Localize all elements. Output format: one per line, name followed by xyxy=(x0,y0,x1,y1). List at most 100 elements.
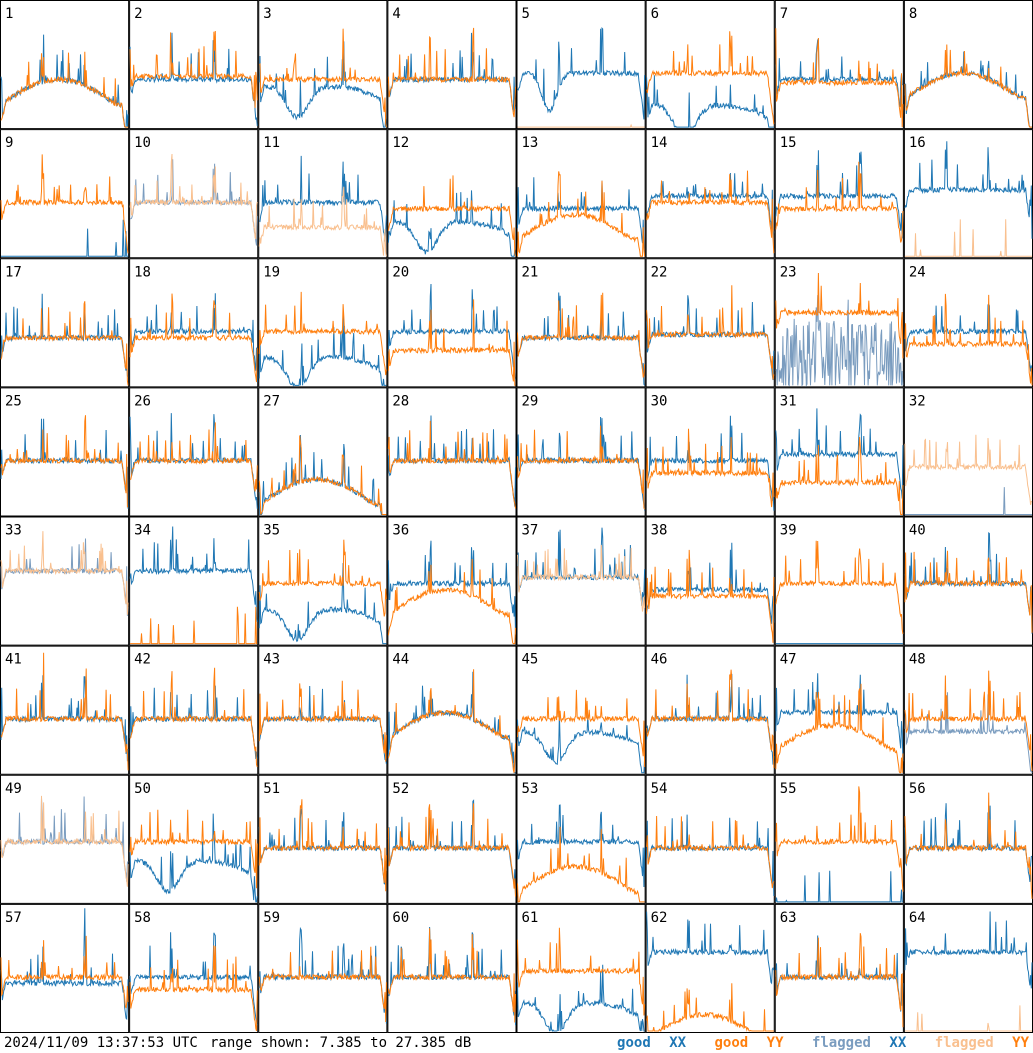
panel-1: 1 xyxy=(0,0,130,130)
panel-label: 11 xyxy=(263,135,280,151)
series-xx-64 xyxy=(904,911,1033,989)
series-xx-23 xyxy=(775,295,904,387)
series-yy-50 xyxy=(129,809,258,889)
panel-frame xyxy=(516,516,646,646)
panel-label: 47 xyxy=(780,652,797,668)
series-xx-35 xyxy=(258,562,387,645)
panel-label: 49 xyxy=(5,781,22,797)
series-yy-2 xyxy=(129,30,258,108)
panel-23: 23 xyxy=(774,258,904,388)
legend-good-xx: good XX xyxy=(607,1035,686,1051)
panel-43: 43 xyxy=(258,645,388,775)
series-yy-37 xyxy=(517,544,646,612)
series-yy-57 xyxy=(0,935,129,1009)
series-xx-41 xyxy=(0,675,129,762)
series-xx-55 xyxy=(775,870,903,903)
panel-60: 60 xyxy=(387,903,517,1033)
series-yy-44 xyxy=(387,669,516,773)
series-xx-3 xyxy=(258,41,387,128)
panel-19: 19 xyxy=(258,258,388,388)
panel-label: 45 xyxy=(522,652,539,668)
panel-13: 13 xyxy=(516,129,646,259)
series-yy-14 xyxy=(646,170,775,254)
panel-frame xyxy=(645,774,775,904)
panel-34: 34 xyxy=(129,516,259,646)
series-yy-56 xyxy=(904,792,1033,899)
panel-59: 59 xyxy=(258,903,388,1033)
panel-label: 1 xyxy=(5,6,13,22)
series-yy-9 xyxy=(0,154,129,254)
panel-frame xyxy=(0,645,130,775)
panel-frame xyxy=(258,387,388,517)
series-yy-10 xyxy=(129,153,258,240)
series-yy-42 xyxy=(129,667,258,768)
series-yy-6 xyxy=(646,31,775,125)
series-yy-60 xyxy=(387,928,516,1023)
panel-label: 4 xyxy=(392,6,400,22)
panel-label: 51 xyxy=(263,781,280,797)
panel-48: 48 xyxy=(903,645,1033,775)
panel-49: 49 xyxy=(0,774,130,904)
panel-label: 56 xyxy=(909,781,926,797)
panel-frame xyxy=(258,129,388,259)
panel-17: 17 xyxy=(0,258,130,388)
panel-frame xyxy=(0,516,130,646)
series-yy-21 xyxy=(517,292,646,378)
series-yy-18 xyxy=(129,293,258,383)
panel-38: 38 xyxy=(645,516,775,646)
series-yy-11 xyxy=(258,186,387,257)
series-xx-5 xyxy=(517,27,646,120)
panel-24: 24 xyxy=(903,258,1033,388)
series-yy-1 xyxy=(0,51,129,128)
series-yy-15 xyxy=(775,161,904,243)
panel-frame xyxy=(258,0,388,130)
panel-frame xyxy=(903,903,1033,1033)
panel-label: 52 xyxy=(392,781,409,797)
panel-45: 45 xyxy=(516,645,646,775)
series-xx-12 xyxy=(387,190,516,257)
panel-14: 14 xyxy=(645,129,775,259)
panel-56: 56 xyxy=(903,774,1033,904)
series-yy-19 xyxy=(258,291,387,376)
series-xx-62 xyxy=(646,911,775,985)
series-xx-43 xyxy=(258,685,387,765)
panel-label: 31 xyxy=(780,393,797,409)
panel-label: 61 xyxy=(522,910,539,926)
series-xx-36 xyxy=(387,540,516,635)
series-yy-28 xyxy=(387,420,516,509)
series-yy-58 xyxy=(129,945,258,1032)
panel-frame xyxy=(129,0,259,130)
series-yy-55 xyxy=(775,786,904,892)
panel-6: 6 xyxy=(645,0,775,130)
panel-53: 53 xyxy=(516,774,646,904)
panel-3: 3 xyxy=(258,0,388,130)
panel-label: 28 xyxy=(392,393,409,409)
series-yy-31 xyxy=(775,436,904,515)
legend-pol: YY xyxy=(766,1035,784,1051)
panel-frame xyxy=(387,0,517,130)
panel-label: 8 xyxy=(909,6,917,22)
panel-frame xyxy=(645,387,775,517)
panel-frame xyxy=(387,645,517,775)
series-yy-51 xyxy=(258,799,387,892)
panel-label: 53 xyxy=(522,781,539,797)
panel-29: 29 xyxy=(516,387,646,517)
panel-15: 15 xyxy=(774,129,904,259)
series-yy-25 xyxy=(0,415,129,508)
panel-label: 55 xyxy=(780,781,797,797)
panel-label: 25 xyxy=(5,393,22,409)
legend: good XX good YY flagged XX flagged YY xyxy=(597,1035,1029,1051)
panel-32: 32 xyxy=(903,387,1033,517)
panel-frame xyxy=(516,0,646,130)
panel-frame xyxy=(0,0,130,130)
series-yy-46 xyxy=(646,669,775,768)
series-xx-7 xyxy=(775,37,904,107)
panel-frame xyxy=(0,387,130,517)
series-xx-11 xyxy=(259,155,387,242)
series-yy-13 xyxy=(517,171,646,257)
range-shown: range shown: 7.385 to 27.385 dB xyxy=(210,1035,472,1051)
panel-8: 8 xyxy=(903,0,1033,130)
panel-20: 20 xyxy=(387,258,517,388)
panel-5: 5 xyxy=(516,0,646,130)
series-yy-17 xyxy=(0,301,129,386)
